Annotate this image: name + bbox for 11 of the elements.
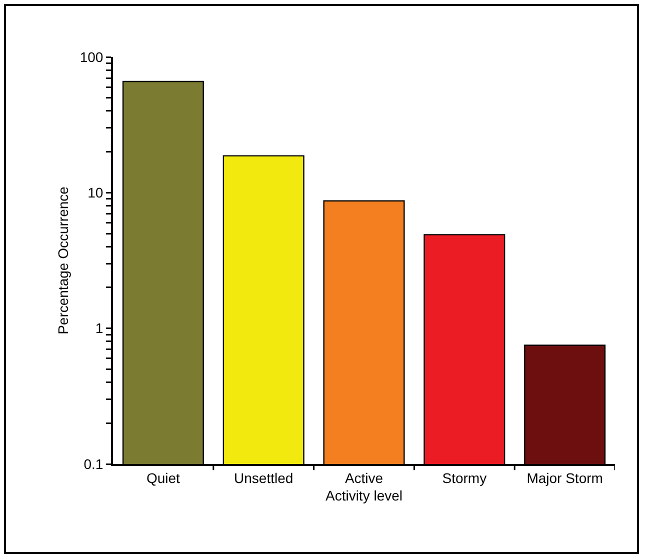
y-tick-label: 1	[95, 320, 104, 336]
y-axis-title: Percentage Occurrence	[54, 186, 71, 334]
y-tick-label: 10	[88, 184, 104, 201]
x-tick-label: Major Storm	[526, 470, 603, 486]
x-tick-label: Unsettled	[234, 470, 294, 486]
x-tick-label: Stormy	[442, 470, 487, 486]
x-tick-label: Active	[344, 470, 384, 486]
x-axis-title: Activity level	[325, 488, 403, 504]
x-tick-label: Quiet	[146, 470, 180, 486]
y-tick-label: 0.1	[84, 456, 104, 472]
y-tick-label: 100	[80, 48, 104, 65]
